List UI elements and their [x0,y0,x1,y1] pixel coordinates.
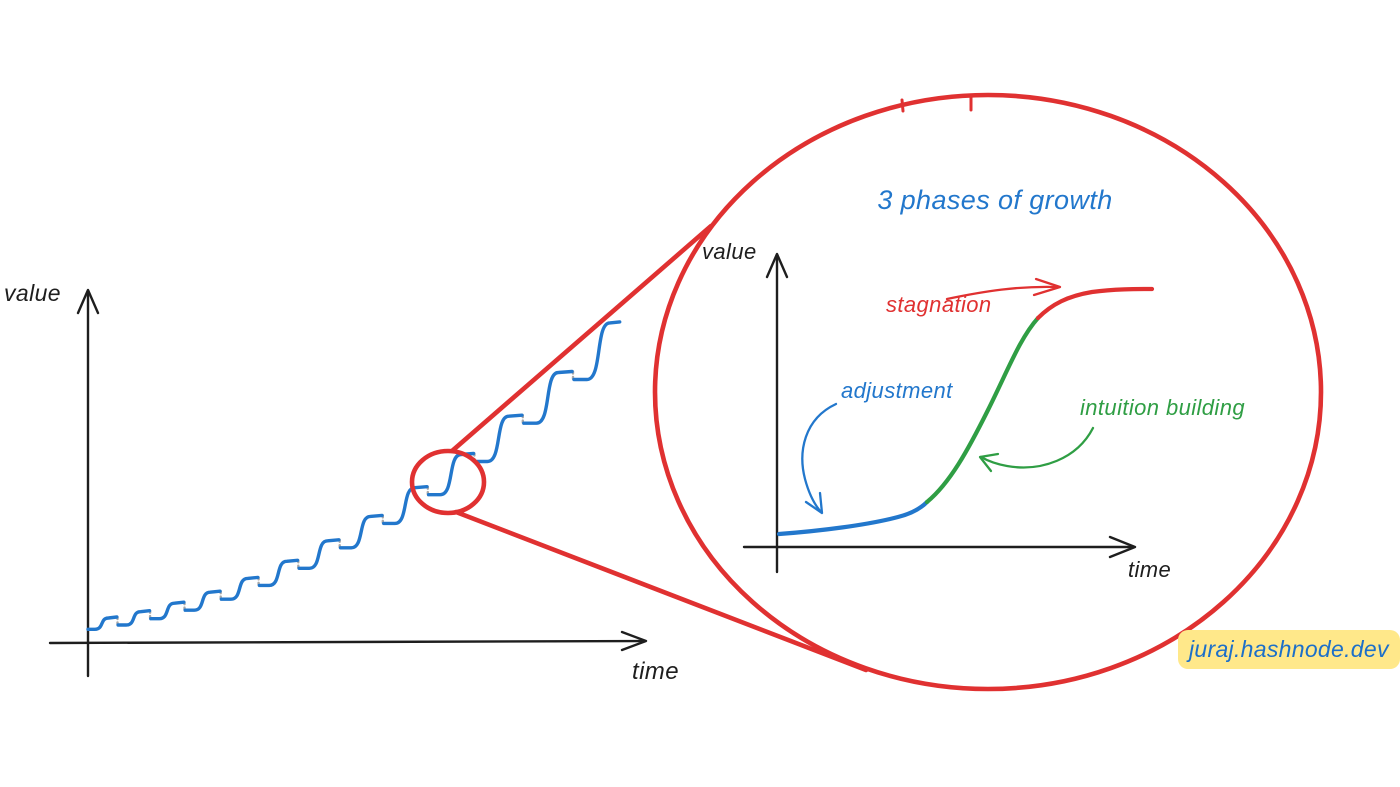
main-chart-axes [48,288,648,678]
magnifier-circle [652,92,1324,692]
stagnation-arrow-line [945,285,1058,301]
stagnation-arrow [945,277,1062,301]
phase-stagnation-curve [1035,286,1155,321]
main-time-axis-label: time [632,658,679,685]
phase-label-adjustment: adjustment [841,378,953,403]
stagnation-arrowhead-icon [1032,277,1062,297]
intuition-arrowhead-icon [978,452,1000,473]
adjustment-arrowhead-icon [804,491,824,515]
main-growth-curve [86,320,622,631]
main-x-axis [48,639,646,645]
intuition-arrow-line [979,426,1095,469]
main-y-axis-arrowhead-icon [76,288,100,315]
zoom-chart-title: 3 phases of growth [877,185,1113,215]
magnifier-circle-ticks [900,93,973,113]
main-x-axis-arrowhead-icon [620,630,648,652]
zoom-value-axis-label: value [702,239,757,264]
intuition-arrow [978,426,1095,473]
magnifier-tangent-lower [453,509,869,673]
magnifier-source-circle [409,448,487,516]
phase-intuition-curve [924,315,1041,505]
main-value-axis-label: value [4,280,61,306]
zoom-y-axis-arrowhead-icon [765,252,789,279]
magnifier-tangent-upper [449,223,714,454]
step-drop-dotted-line [116,370,575,627]
adjustment-arrow [801,402,838,515]
zoom-x-axis-arrowhead-icon [1108,535,1137,559]
phase-adjustment-curve [776,499,930,537]
phase-label-stagnation: stagnation [886,292,992,317]
step-drop-dotted-lines [116,370,575,627]
phase-label-intuition-building: intuition building [1080,395,1245,420]
zoom-chart-axes [742,252,1137,574]
author-site-badge: juraj.hashnode.dev [1178,630,1400,669]
adjustment-arrow-line [801,402,838,514]
zoom-time-axis-label: time [1128,557,1172,582]
